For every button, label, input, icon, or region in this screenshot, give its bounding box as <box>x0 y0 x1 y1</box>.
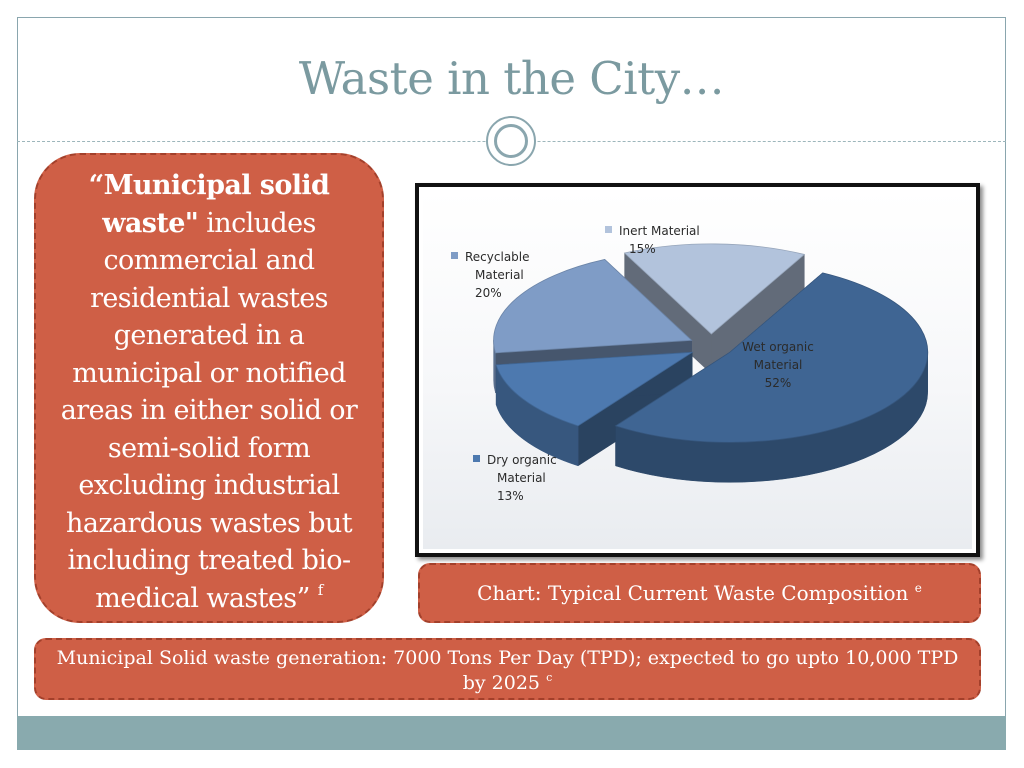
pie-legend-swatch-3 <box>605 226 612 233</box>
pie-label-1: Dry organic Material 13% <box>473 453 557 503</box>
chart-caption: Chart: Typical Current Waste Composition… <box>418 563 981 623</box>
pie-label-0-line-2: 52% <box>765 376 792 390</box>
chart-frame: Wet organic Material 52% Dry organic Materia… <box>415 183 980 557</box>
circle-ornament-icon <box>486 116 536 166</box>
pie-label-2-line-2: 20% <box>475 286 502 300</box>
pie-label-0-line-0: Wet organic <box>742 340 814 354</box>
pie-chart: Wet organic Material 52% Dry organic Materia… <box>451 224 929 503</box>
caption-text: Chart: Typical Current Waste Composition <box>477 581 909 605</box>
pie-label-0-line-1: Material <box>754 358 803 372</box>
caption-reference: e <box>914 581 922 595</box>
definition-box: “Municipal solid waste" includes commerc… <box>34 153 384 623</box>
footer-bar <box>17 716 1006 750</box>
pie-slice-0 <box>614 272 929 483</box>
pie-legend-swatch-2 <box>451 252 458 259</box>
slide-title: Waste in the City… <box>298 52 725 105</box>
pie-label-3-line-1: 15% <box>629 242 656 256</box>
definition-reference: f <box>317 580 324 599</box>
pie-label-0: Wet organic Material 52% <box>742 340 814 390</box>
pie-label-2-line-0: Recyclable <box>465 250 530 264</box>
pie-label-1-line-0: Dry organic <box>487 453 557 467</box>
pie-slice-1 <box>495 351 694 467</box>
stat-reference: c <box>546 671 553 684</box>
definition-term: “Municipal solid waste" <box>88 170 330 239</box>
pie-label-1-line-1: Material <box>497 471 546 485</box>
pie-label-3-line-0: Inert Material <box>619 224 700 238</box>
pie-label-1-line-2: 13% <box>497 489 524 503</box>
generation-stat: Municipal Solid waste generation: 7000 T… <box>34 638 981 700</box>
stat-text: Municipal Solid waste generation: 7000 T… <box>56 647 959 694</box>
pie-label-2: Recyclable Material 20% <box>451 250 530 300</box>
pie-label-2-line-1: Material <box>475 268 524 282</box>
chart-area: Wet organic Material 52% Dry organic Materia… <box>423 191 972 549</box>
definition-text: includes commercial and residential wast… <box>60 207 358 614</box>
pie-legend-swatch-1 <box>473 455 480 462</box>
pie-label-3: Inert Material 15% <box>605 224 700 256</box>
